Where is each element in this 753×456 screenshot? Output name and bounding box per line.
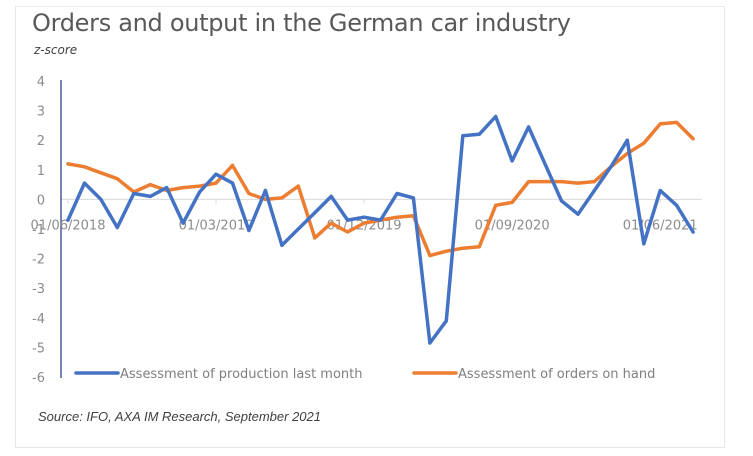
data-point — [214, 181, 218, 185]
data-point — [527, 125, 531, 129]
data-point — [115, 177, 119, 181]
data-point — [576, 212, 580, 216]
data-point — [461, 134, 465, 138]
data-point — [214, 172, 218, 176]
data-point — [280, 243, 284, 247]
data-point — [66, 162, 70, 166]
data-point — [477, 245, 481, 249]
data-point — [543, 180, 547, 184]
source-note: Source: IFO, AXA IM Research, September … — [38, 409, 321, 424]
data-point — [115, 225, 119, 230]
data-point — [625, 138, 629, 142]
data-point — [329, 194, 333, 199]
data-point — [148, 194, 152, 199]
legend-label-0: Assessment of production last month — [120, 367, 363, 382]
y-tick-label: -3 — [32, 282, 45, 297]
data-point — [296, 184, 300, 188]
data-point — [494, 203, 498, 207]
data-point — [428, 341, 432, 345]
chart-subtitle: z-score — [34, 43, 78, 57]
x-tick-label: 01/03/2019 — [179, 218, 254, 233]
data-point — [609, 165, 613, 169]
data-point — [494, 114, 498, 119]
data-point — [395, 215, 399, 219]
data-point — [444, 319, 448, 323]
data-point — [247, 228, 251, 233]
data-point — [378, 218, 383, 222]
x-tick-label: 01/09/2020 — [475, 218, 550, 233]
x-tick-label: 01/06/2018 — [31, 218, 106, 233]
data-point — [642, 242, 646, 246]
y-tick-label: 2 — [37, 134, 45, 149]
series-lines — [66, 114, 695, 345]
chart-title: Orders and output in the German car indu… — [32, 9, 571, 37]
data-point — [642, 141, 646, 145]
data-point — [527, 180, 531, 184]
y-tick-label: 3 — [37, 105, 45, 120]
data-point — [395, 191, 399, 196]
data-point — [132, 191, 136, 196]
data-point — [313, 211, 317, 215]
y-tick-label: -6 — [32, 371, 45, 386]
data-point — [82, 165, 87, 169]
data-point — [313, 236, 317, 240]
chart-frame — [15, 6, 725, 448]
y-tick-label: -2 — [32, 253, 45, 268]
data-point — [362, 215, 366, 219]
data-point — [99, 171, 103, 175]
data-point — [329, 221, 333, 225]
data-point — [658, 188, 662, 193]
data-point — [576, 181, 580, 185]
data-point — [230, 181, 235, 185]
data-point — [247, 191, 251, 196]
data-point — [559, 180, 564, 184]
data-point — [559, 199, 564, 203]
y-tick-label: -5 — [32, 341, 45, 356]
data-point — [346, 230, 350, 234]
data-point — [362, 221, 366, 225]
data-point — [82, 181, 87, 185]
data-point — [165, 185, 169, 190]
data-point — [198, 184, 202, 188]
data-point — [461, 246, 465, 250]
data-point — [148, 183, 152, 187]
data-point — [198, 190, 202, 194]
data-point — [691, 137, 695, 141]
data-point — [346, 218, 350, 222]
data-point — [510, 200, 514, 204]
data-point — [296, 227, 300, 231]
data-point — [675, 120, 679, 125]
y-tick-label: 1 — [37, 164, 45, 179]
data-point — [592, 188, 597, 193]
legend-label-1: Assessment of orders on hand — [458, 367, 655, 382]
data-point — [658, 122, 662, 126]
data-point — [691, 230, 695, 234]
data-point — [510, 159, 514, 163]
data-point — [230, 163, 235, 167]
data-point — [444, 249, 448, 253]
y-axis-ticks: 4 3 2 1 0 -1 -2 -3 -4 -5 -6 — [32, 75, 45, 386]
y-tick-label: -4 — [32, 312, 45, 327]
data-point — [181, 221, 185, 225]
legend: Assessment of production last month Asses… — [74, 367, 655, 382]
data-point — [543, 162, 547, 166]
data-point — [66, 218, 70, 222]
data-point — [181, 185, 185, 190]
data-point — [477, 132, 481, 136]
data-point — [428, 254, 432, 258]
data-point — [411, 196, 416, 200]
data-point — [592, 180, 597, 184]
y-tick-label: 4 — [37, 75, 45, 90]
data-point — [99, 197, 103, 201]
data-point — [280, 196, 284, 200]
y-tick-label: 0 — [37, 193, 45, 208]
data-point — [675, 203, 679, 207]
data-point — [263, 188, 267, 193]
y-tick-label: -1 — [32, 223, 45, 238]
